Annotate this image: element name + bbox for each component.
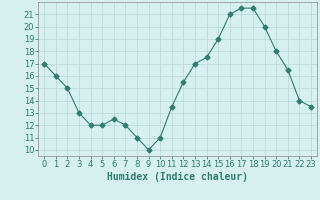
X-axis label: Humidex (Indice chaleur): Humidex (Indice chaleur)	[107, 172, 248, 182]
